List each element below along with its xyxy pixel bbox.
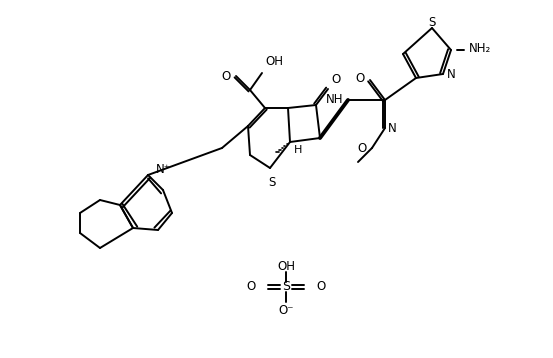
Text: S: S (429, 15, 436, 29)
Text: S: S (268, 176, 276, 189)
Text: O: O (316, 281, 325, 294)
Text: NH: NH (326, 92, 343, 106)
Text: N: N (447, 68, 456, 81)
Text: O: O (222, 69, 231, 82)
Text: O: O (356, 72, 365, 84)
Text: O⁻: O⁻ (278, 305, 294, 318)
Text: N⁺: N⁺ (156, 163, 171, 175)
Text: O: O (247, 281, 256, 294)
Text: N: N (388, 121, 397, 135)
Text: O: O (331, 73, 340, 86)
Text: OH: OH (277, 261, 295, 274)
Text: S: S (282, 281, 290, 294)
Text: H: H (294, 145, 302, 155)
Text: O: O (358, 141, 367, 155)
Text: NH₂: NH₂ (469, 42, 491, 54)
Text: OH: OH (265, 55, 283, 68)
